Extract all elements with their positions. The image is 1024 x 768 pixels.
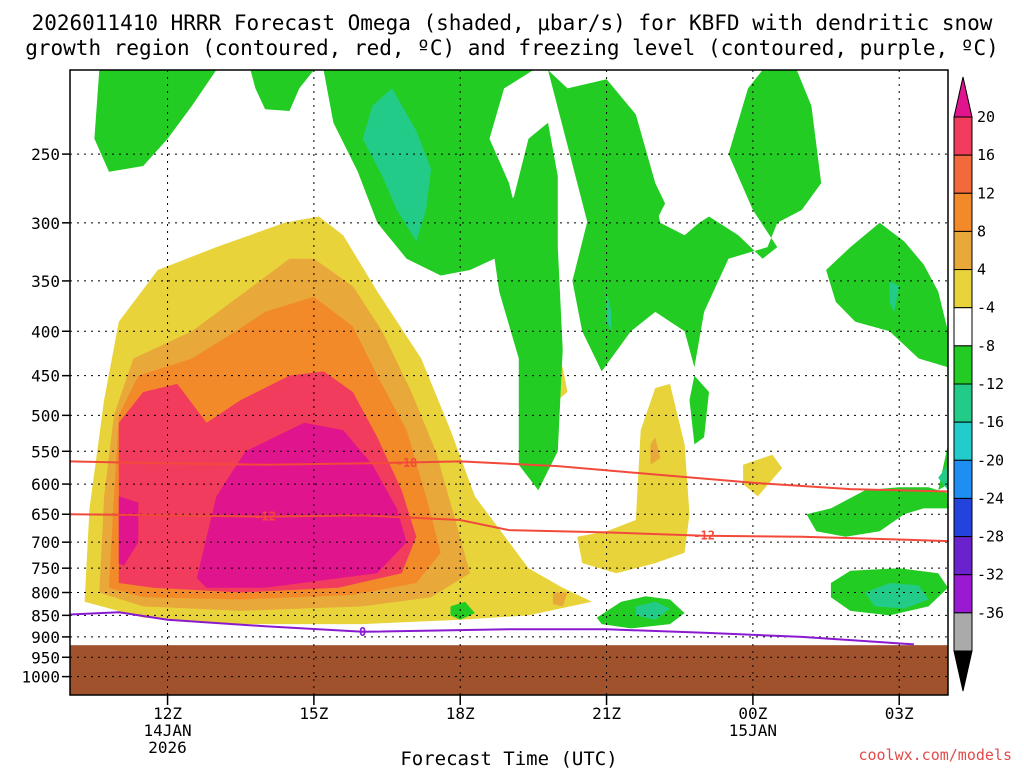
colorbar-band-0 [953, 116, 973, 156]
x-tick-label-27: 03Z [885, 704, 914, 723]
chart-title-line2: growth region (contoured, red, ºC) and f… [25, 36, 999, 60]
colorbar-label-8: -16 [977, 413, 1004, 431]
omega-region-17 [689, 375, 709, 445]
isotherm-label-0: -18 [396, 456, 418, 470]
colorbar-bottom-arrow [953, 650, 973, 692]
colorbar-label-9: -20 [977, 451, 1004, 469]
y-tick-label-1000: 1000 [21, 668, 60, 687]
y-tick-label-750: 750 [31, 559, 60, 578]
colorbar-band-6 [953, 345, 973, 385]
omega-region-10 [650, 437, 661, 465]
colorbar-label-12: -32 [977, 566, 1004, 584]
colorbar-label-2: 12 [977, 184, 995, 202]
y-tick-label-300: 300 [31, 214, 60, 233]
omega-region-11 [94, 70, 217, 172]
omega-region-6 [577, 383, 690, 574]
omega-region-25 [606, 291, 612, 332]
colorbar-band-4 [953, 269, 973, 309]
omega-shaded-regions [84, 70, 948, 629]
omega-region-24 [362, 88, 431, 242]
y-tick-label-800: 800 [31, 584, 60, 603]
colorbar-legend: 20 16 12 8 4 -4 -8 -12 -16 -20 -24 -28 -32 -36 [953, 76, 1004, 692]
omega-region-12 [250, 70, 314, 111]
colorbar-band-2 [953, 192, 973, 232]
colorbar-label-13: -36 [977, 604, 1004, 622]
omega-region-27 [865, 583, 929, 609]
isotherm-line-0 [70, 460, 948, 493]
plot-frame [69, 69, 949, 696]
colorbar-band-13 [953, 612, 973, 652]
plot-area: -18 -12 0 -12 [70, 70, 948, 695]
omega-region-4 [118, 496, 139, 566]
isotherm-contours: -18 -12 0 -12 [70, 456, 948, 646]
colorbar-band-1 [953, 154, 973, 194]
x-tick-sublabel2-12: 2026 [148, 738, 187, 757]
colorbar-label-3: 8 [977, 222, 986, 240]
colorbar-band-11 [953, 536, 973, 576]
omega-region-19 [806, 487, 948, 537]
colorbar-band-7 [953, 383, 973, 423]
colorbar-label-0: 20 [977, 108, 995, 126]
credit-text: coolwx.com/models [858, 746, 1012, 764]
y-tick-label-350: 350 [31, 272, 60, 291]
y-tick-label-950: 950 [31, 648, 60, 667]
y-tick-label-850: 850 [31, 606, 60, 625]
colorbar-label-11: -28 [977, 528, 1004, 546]
y-tick-label-900: 900 [31, 628, 60, 647]
colorbar-band-3 [953, 230, 973, 271]
x-tick-sublabel1-12: 14JAN [143, 721, 191, 740]
colorbar-band-8 [953, 421, 973, 461]
colorbar-label-1: 16 [977, 146, 995, 164]
colorbar-label-4: 4 [977, 261, 986, 279]
isotherm-label-2: 0 [359, 625, 366, 639]
ground-layer [70, 645, 948, 695]
chart-title-line1: 2026011410 HRRR Forecast Omega (shaded, … [32, 11, 993, 35]
colorbar-label-6: -8 [977, 337, 995, 355]
colorbar-label-10: -24 [977, 489, 1004, 507]
omega-region-26 [889, 280, 900, 312]
omega-region-9 [552, 592, 568, 607]
y-tick-label-700: 700 [31, 533, 60, 552]
colorbar-band-12 [953, 574, 973, 614]
x-tick-label-18: 18Z [446, 704, 475, 723]
colorbar-top-arrow [953, 76, 973, 118]
x-tick-sublabel1-24: 15JAN [729, 721, 777, 740]
y-tick-label-600: 600 [31, 475, 60, 494]
x-tick-label-12: 12Z [153, 704, 182, 723]
omega-region-8 [743, 454, 783, 497]
x-tick-label-15: 15Z [299, 704, 328, 723]
colorbar-label-7: -12 [977, 375, 1004, 393]
isotherm-label-3: -12 [693, 529, 715, 543]
colorbar-band-9 [953, 459, 973, 499]
y-tick-label-400: 400 [31, 322, 60, 341]
x-axis-title: Forecast Time (UTC) [400, 748, 617, 768]
y-tick-label-450: 450 [31, 367, 60, 386]
y-tick-label-550: 550 [31, 442, 60, 461]
colorbar-label-5: -4 [977, 299, 995, 317]
y-tick-label-650: 650 [31, 505, 60, 524]
y-tick-label-500: 500 [31, 406, 60, 425]
omega-region-16 [572, 70, 822, 372]
pressure-axis: 250 300 350 400 450 500 550 600 650 700 750 800 850 9… [21, 145, 70, 687]
isotherm-line-2 [70, 611, 914, 646]
isotherm-line-1 [70, 513, 948, 543]
colorbar-band-5 [953, 307, 973, 347]
x-tick-label-21: 21Z [592, 704, 621, 723]
isotherm-label-1: -12 [254, 510, 276, 524]
ground-fill [70, 645, 948, 695]
colorbar-band-10 [953, 497, 973, 538]
omega-region-14 [489, 122, 563, 491]
y-tick-label-250: 250 [31, 145, 60, 164]
x-tick-label-24: 00Z [738, 704, 767, 723]
